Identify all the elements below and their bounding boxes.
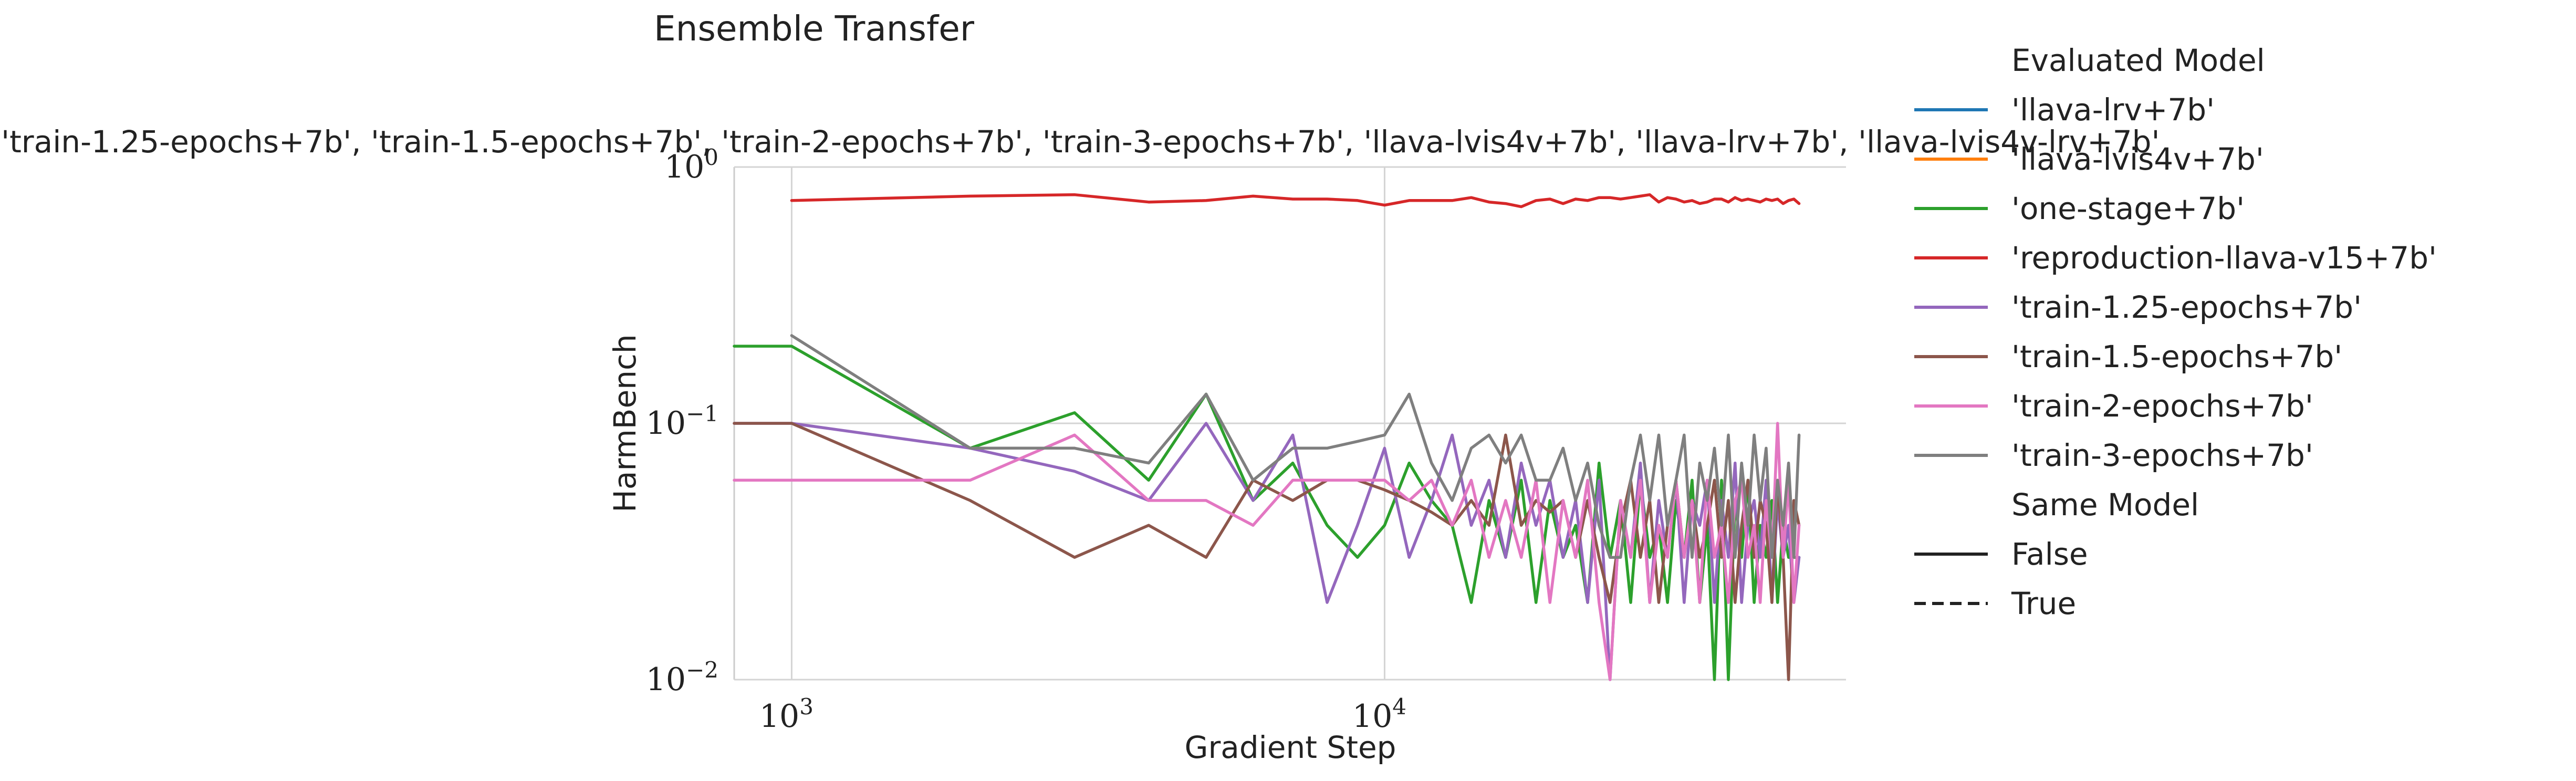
- y-axis-label: HarmBench: [607, 334, 643, 512]
- legend-label-0: 'llava-lrv+7b': [2011, 92, 2215, 128]
- x-axis-label: Gradient Step: [1185, 730, 1396, 765]
- x-tick-labels: 103 104: [759, 694, 1406, 735]
- plot-lines: [733, 193, 1801, 681]
- legend-title-same-model: Same Model: [2011, 487, 2199, 523]
- legend-title-models: Evaluated Model: [2011, 43, 2265, 78]
- legend-label-2: 'one-stage+7b': [2011, 191, 2245, 226]
- legend: Evaluated Model 'llava-lrv+7b' 'llava-lvis…: [1914, 43, 2437, 621]
- series-line-5: [790, 334, 1801, 559]
- series-line-4: [733, 422, 1801, 681]
- legend-style-label-1: True: [2011, 586, 2076, 621]
- legend-label-5: 'train-1.5-epochs+7b': [2011, 339, 2342, 374]
- figure-title: Ensemble Transfer: [654, 8, 975, 49]
- legend-label-1: 'llava-lvis4v+7b': [2011, 141, 2264, 177]
- legend-label-7: 'train-3-epochs+7b': [2011, 438, 2313, 473]
- subplot-title: Attacked Model = 'one-stage+7b', 'train-…: [0, 124, 2160, 160]
- series-line-0: [790, 193, 1801, 209]
- legend-label-4: 'train-1.25-epochs+7b': [2011, 289, 2362, 325]
- legend-label-3: 'reproduction-llava-v15+7b': [2011, 240, 2437, 276]
- legend-style-label-0: False: [2011, 536, 2088, 572]
- legend-label-6: 'train-2-epochs+7b': [2011, 388, 2313, 424]
